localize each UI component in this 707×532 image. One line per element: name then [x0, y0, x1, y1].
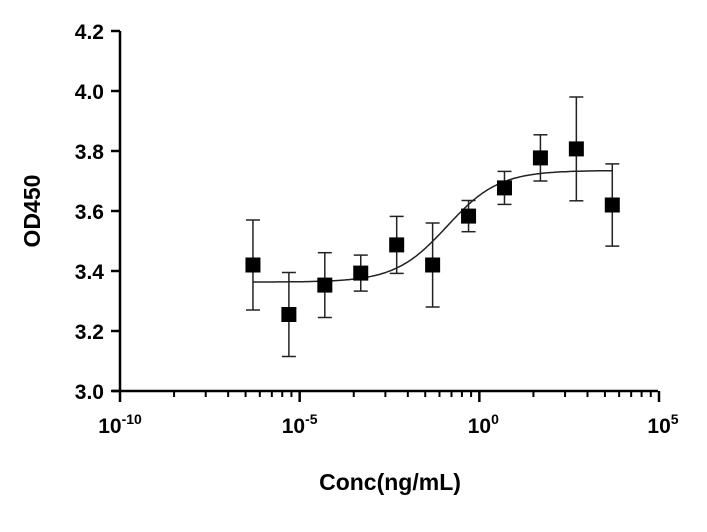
- data-point: [389, 237, 405, 253]
- x-tick-exponent: -10: [122, 411, 142, 427]
- y-tick-label: 3.8: [75, 141, 105, 164]
- x-tick-exponent: 5: [671, 411, 679, 427]
- x-tick-label: 10-10: [98, 411, 142, 438]
- data-point: [425, 257, 441, 273]
- data-point: [532, 150, 548, 166]
- data-point: [496, 180, 512, 196]
- y-tick-label: 4.2: [75, 21, 104, 44]
- x-tick-exponent: -5: [305, 411, 318, 427]
- data-point: [604, 197, 620, 213]
- x-tick-base: 10: [647, 415, 670, 438]
- data-point: [281, 307, 297, 322]
- data-point: [461, 208, 477, 224]
- axes: [112, 31, 658, 393]
- data-point: [245, 257, 261, 273]
- y-tick-label: 3.6: [75, 201, 104, 224]
- y-tick-label: 3.4: [75, 261, 105, 284]
- x-tick-base: 10: [282, 415, 305, 438]
- y-ticks: 3.0 3.2 3.4 3.6 3.8 4.0 4.2: [75, 21, 120, 404]
- data-point: [317, 277, 333, 293]
- x-ticks: 10-10 10-5 100 105: [98, 391, 679, 438]
- x-tick-label: 10-5: [282, 411, 318, 438]
- x-axis-title: Conc(ng/mL): [319, 469, 461, 495]
- x-tick-base: 10: [98, 415, 121, 438]
- data-point: [353, 265, 369, 281]
- y-tick-label: 4.0: [75, 81, 104, 104]
- y-tick-label: 3.2: [75, 321, 104, 344]
- data-point: [568, 141, 584, 157]
- x-tick-exponent: 0: [491, 411, 499, 427]
- x-tick-label: 100: [468, 411, 499, 438]
- y-axis-title: OD450: [19, 175, 45, 248]
- data-points: [245, 96, 620, 358]
- x-tick-base: 10: [468, 415, 491, 438]
- x-tick-label: 105: [647, 411, 678, 438]
- y-tick-label: 3.0: [75, 381, 104, 404]
